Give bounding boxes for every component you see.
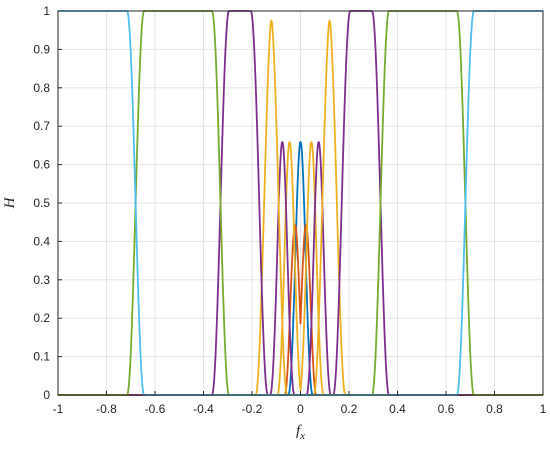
y-tick-label: 0.1 [33,350,50,364]
y-axis-label: H [2,196,18,209]
x-tick-label: 0.4 [389,402,406,416]
y-tick-label: 0.2 [33,311,50,325]
x-tick-label: 0.8 [486,402,503,416]
y-ticks: 0 0.1 0.2 0.3 0.4 0.5 0.6 0.7 0.8 0.9 1 [33,4,62,402]
x-tick-label: 0 [297,402,304,416]
y-tick-label: 0 [43,388,50,402]
x-tick-label: 1 [540,402,547,416]
x-tick-label: -1 [53,402,64,416]
y-tick-label: 0.6 [33,158,50,172]
y-tick-label: 0.7 [33,119,50,133]
x-tick-label: -0.4 [193,402,214,416]
y-tick-label: 0.9 [33,42,50,56]
x-axis-label: fx [296,423,305,442]
y-tick-label: 0.4 [33,234,50,248]
y-tick-label: 0.3 [33,273,50,287]
y-tick-label: 1 [43,4,50,18]
y-tick-label: 0.8 [33,81,50,95]
x-tick-label: -0.6 [145,402,166,416]
x-tick-label: -0.8 [96,402,117,416]
x-ticks: -1 -0.8 -0.6 -0.4 -0.2 0 0.2 0.4 0.6 0.8 1 [53,391,547,416]
y-tick-label: 0.5 [33,196,50,210]
x-tick-label: -0.2 [242,402,263,416]
x-tick-label: 0.6 [438,402,455,416]
x-tick-label: 0.2 [341,402,358,416]
